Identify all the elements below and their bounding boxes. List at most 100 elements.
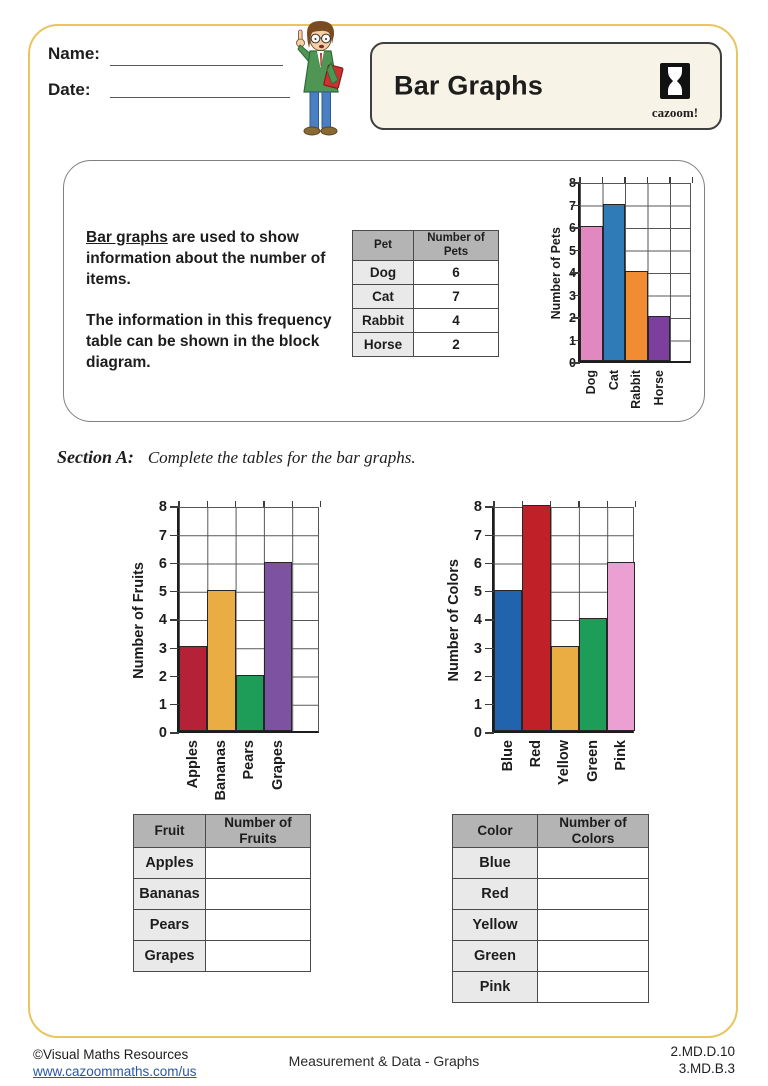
row-label: Cat	[352, 284, 414, 309]
x-cell: Bananas	[207, 740, 235, 800]
table-row: Pink	[452, 971, 649, 1003]
x-axis-label: Pears	[241, 740, 258, 780]
website-link[interactable]: www.cazoommaths.com/us	[33, 1064, 197, 1079]
row-label: Bananas	[133, 878, 206, 910]
intro-panel: Bar graphs are used to show information …	[63, 160, 705, 422]
x-cell: Cat	[603, 370, 626, 409]
pet-frequency-table: Pet Number of Pets Dog 6 Cat 7 Rabbit 4 Horse 2	[352, 230, 499, 357]
value-cell	[537, 971, 649, 1003]
bar-dog	[580, 226, 603, 361]
x-axis-label: Yellow	[556, 740, 573, 786]
intro-text: Bar graphs are used to show information …	[86, 227, 364, 393]
standard-code: 3.MD.B.3	[678, 1061, 735, 1076]
date-line	[110, 97, 290, 98]
value-cell	[537, 847, 649, 879]
x-cell: Red	[522, 740, 550, 785]
x-axis-label: Dog	[584, 370, 598, 395]
row-label: Blue	[452, 847, 538, 879]
footer-standards: 2.MD.D.10 3.MD.B.3	[670, 1043, 735, 1077]
row-label: Horse	[352, 332, 414, 357]
x-axis-label: Blue	[499, 740, 516, 772]
x-axis-label: Grapes	[269, 740, 286, 790]
column-header: Number of Fruits	[205, 814, 311, 848]
y-axis-label: Number of Colors	[446, 558, 462, 682]
copyright-text: ©Visual Maths Resources	[33, 1047, 189, 1062]
tick-mark	[170, 704, 179, 706]
page-title: Bar Graphs	[394, 70, 544, 101]
x-axis-labels: Blue Red Yellow Green Pink	[494, 740, 636, 785]
x-cell: Pears	[236, 740, 264, 800]
tick-mark	[579, 177, 581, 183]
footer-subject: Measurement & Data - Graphs	[288, 1053, 480, 1069]
tick-mark	[624, 177, 626, 183]
value-cell	[205, 940, 311, 972]
tick-mark	[485, 506, 494, 508]
tick-mark	[521, 501, 523, 507]
tick-mark	[571, 272, 580, 274]
bar-apples	[179, 646, 208, 731]
x-cell: Rabbit	[625, 370, 648, 409]
y-tick-label: 1	[473, 697, 482, 714]
value-cell	[205, 878, 311, 910]
table-row: Yellow	[452, 909, 649, 941]
y-tick-label: 8	[158, 499, 167, 516]
title-box: Bar Graphs cazoom!	[370, 42, 722, 130]
x-cell: Blue	[494, 740, 522, 785]
fruit-answer-table: Fruit Number of Fruits Apples Bananas Pears G…	[133, 814, 311, 972]
y-axis-label: Number of Pets	[549, 226, 563, 320]
column-header: Number of Colors	[537, 814, 649, 848]
teacher-cartoon-illustration	[296, 21, 344, 136]
value-cell	[537, 940, 649, 972]
table-row: Horse 2	[352, 332, 499, 357]
value-cell	[205, 909, 311, 941]
tick-mark	[571, 227, 580, 229]
tick-mark	[485, 704, 494, 706]
footer-copyright-block: ©Visual Maths Resources www.cazoommaths.…	[33, 1046, 197, 1080]
bar-pears	[235, 674, 264, 731]
table-row: Red	[452, 878, 649, 910]
y-tick-label: 5	[158, 584, 167, 601]
x-cell	[670, 370, 693, 409]
tick-mark	[571, 249, 580, 252]
tick-mark	[170, 562, 179, 565]
intro-paragraph-1: Bar graphs are used to show information …	[86, 229, 326, 288]
y-tick-label: 6	[158, 555, 167, 572]
bar-pink	[607, 561, 636, 731]
tick-mark	[646, 177, 649, 183]
y-axis-label-wrap: Number of Colors	[446, 507, 462, 733]
y-tick-label: 4	[473, 612, 482, 629]
table-row: Green	[452, 940, 649, 972]
tick-mark	[634, 501, 637, 507]
column-header: Number of Pets	[413, 230, 499, 261]
y-tick-label: 0	[473, 725, 482, 742]
x-axis-label: Horse	[651, 370, 666, 406]
x-cell: Horse	[648, 370, 671, 409]
x-cell: Grapes	[264, 740, 292, 800]
color-answer-table: Color Number of Colors Blue Red Yellow Green P…	[452, 814, 649, 1003]
row-label: Yellow	[452, 909, 538, 941]
bar-rabbit	[625, 271, 648, 361]
bar-green	[578, 618, 608, 731]
x-cell: Dog	[580, 370, 603, 409]
name-line	[110, 65, 283, 66]
row-label: Pears	[133, 909, 206, 941]
tick-mark	[606, 501, 608, 507]
y-tick-label: 8	[473, 499, 482, 516]
tick-mark	[206, 501, 208, 507]
y-tick-label: 3	[473, 640, 482, 657]
y-tick-label: 4	[158, 612, 167, 629]
row-label: Red	[452, 878, 538, 910]
value-cell: 6	[413, 260, 499, 285]
section-instruction: Complete the tables for the bar graphs.	[147, 448, 416, 467]
tick-mark	[485, 562, 494, 565]
value-cell	[205, 847, 311, 879]
standard-code: 2.MD.D.10	[670, 1044, 735, 1059]
column-header: Pet	[352, 230, 414, 261]
y-axis-label-wrap: Number of Pets	[548, 183, 564, 363]
x-axis-labels: Dog Cat Rabbit Horse	[580, 370, 693, 409]
page-border	[28, 24, 738, 1038]
tick-mark	[601, 177, 604, 183]
y-tick-label: 2	[158, 668, 167, 685]
y-tick-label: 2	[473, 668, 482, 685]
name-label: Name:	[48, 44, 100, 63]
